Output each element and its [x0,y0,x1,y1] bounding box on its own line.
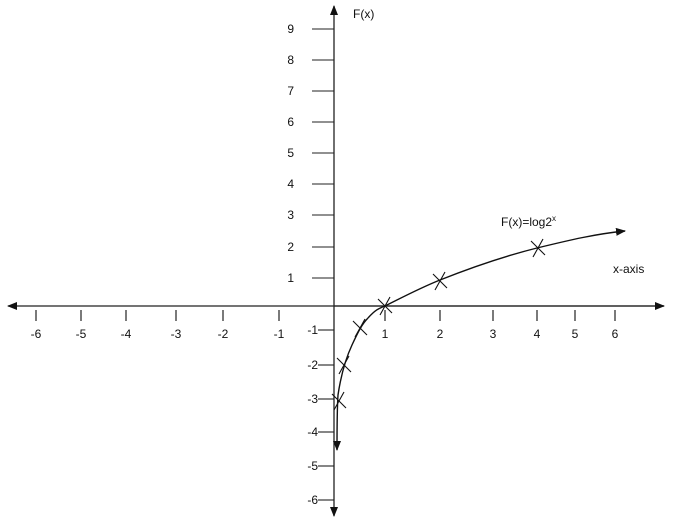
curve-label: F(x)=log2x [501,214,556,229]
y-tick-label: -1 [307,323,318,337]
x-tick-label: -4 [121,327,132,341]
y-tick-label: 4 [287,177,294,191]
y-tick-label: -4 [307,425,318,439]
y-tick-label: 9 [287,22,294,36]
x-tick-label: 6 [612,327,619,341]
x-tick-label: 2 [437,327,444,341]
y-tick-label: -2 [307,358,318,372]
x-tick-label: -6 [31,327,42,341]
point-cross-mark [432,271,448,291]
y-tick-label: 6 [287,115,294,129]
x-axis-label: x-axis [613,262,644,276]
x-tick-label: 4 [534,327,541,341]
y-tick-label: -5 [307,459,318,473]
x-tick-label: -2 [218,327,229,341]
y-tick-label: 1 [287,271,294,285]
point-cross-mark [336,355,352,375]
point-cross-mark [377,296,393,316]
y-tick-label: 3 [287,208,294,222]
x-tick-label: -1 [274,327,285,341]
y-tick-label: 7 [287,84,294,98]
x-tick-label: -3 [171,327,182,341]
x-tick-label: 1 [382,327,389,341]
y-tick-label: 5 [287,146,294,160]
x-tick-label: -5 [76,327,87,341]
log-curve-upper [367,227,626,319]
x-tick-label: 5 [572,327,579,341]
y-tick-label: 8 [287,53,294,67]
point-cross-mark [352,318,368,338]
point-cross-mark [331,391,347,411]
point-cross-mark [530,238,546,258]
y-tick-label: -3 [307,392,318,406]
curve-label-superscript: x [552,214,556,223]
y-axis-label: F(x) [353,7,374,21]
curve-label-text: F(x)=log2 [501,215,552,229]
x-tick-label: 3 [490,327,497,341]
y-tick-label: 2 [287,240,294,254]
log-curve-lower [333,317,369,451]
y-tick-label: -6 [307,493,318,507]
